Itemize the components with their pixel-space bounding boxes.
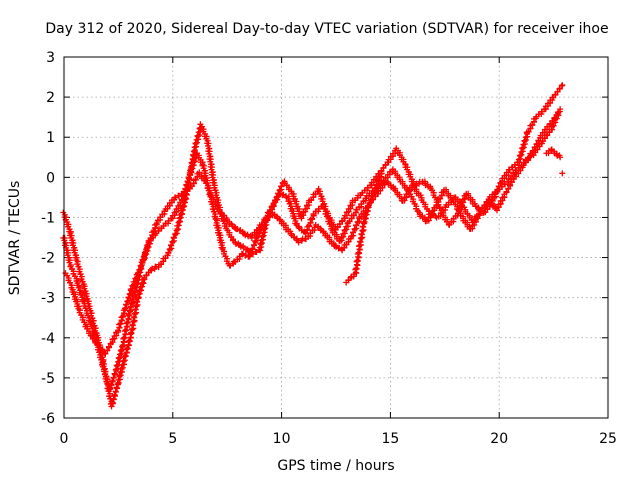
y-axis-label: SDTVAR / TECUs (7, 181, 23, 296)
data-point (122, 326, 129, 333)
y-tick-label: -4 (41, 331, 55, 347)
y-tick-label: 3 (46, 50, 55, 66)
y-tick-label: -5 (41, 371, 55, 387)
x-tick-label: 5 (168, 431, 177, 447)
data-point (355, 249, 362, 256)
y-tick-label: -1 (41, 210, 55, 226)
data-marks (60, 82, 566, 410)
series-track-c (62, 106, 564, 357)
data-point (190, 148, 197, 155)
data-point (130, 313, 137, 320)
x-tick-label: 20 (490, 431, 508, 447)
y-tick-label: 0 (46, 170, 55, 186)
data-point (365, 204, 372, 211)
data-point (121, 334, 128, 341)
data-point (357, 238, 364, 245)
data-point (353, 265, 360, 272)
series-track-b (60, 110, 561, 393)
y-tick-label: -3 (41, 291, 55, 307)
x-tick-label: 15 (381, 431, 399, 447)
x-tick-label: 0 (60, 431, 69, 447)
data-point (153, 220, 160, 227)
data-point (557, 106, 564, 113)
data-point (360, 219, 367, 226)
data-point (133, 298, 140, 305)
data-point (140, 256, 147, 263)
data-point (559, 170, 566, 177)
data-point (378, 170, 385, 177)
series-fragment-13h (343, 170, 385, 286)
data-point (128, 329, 135, 336)
data-point (370, 188, 377, 195)
data-point (354, 250, 361, 257)
data-point (358, 230, 365, 237)
x-tick-label: 25 (599, 431, 617, 447)
y-tick-label: 1 (46, 130, 55, 146)
y-tick-label: -6 (41, 411, 55, 427)
grid (64, 57, 608, 418)
y-tick-label: 2 (46, 90, 55, 106)
y-tick-labels: -6 -5 -4 -3 -2 -1 0 1 2 3 (41, 50, 55, 427)
plot-frame (63, 56, 609, 419)
x-tick-labels: 0 5 10 15 20 25 (60, 431, 617, 447)
data-point (352, 266, 359, 273)
data-point (354, 257, 361, 264)
x-axis-label: GPS time / hours (277, 458, 394, 474)
axis-ticks (63, 56, 609, 419)
data-point (429, 212, 436, 219)
series-fragment-22h (543, 146, 564, 161)
chart-title: Day 312 of 2020, Sidereal Day-to-day VTE… (45, 21, 608, 37)
data-point (114, 380, 121, 387)
data-point (359, 223, 366, 230)
series-track-a (60, 82, 566, 410)
data-point (129, 321, 136, 328)
x-tick-label: 10 (273, 431, 291, 447)
series-outlier (559, 170, 566, 177)
data-point (559, 82, 566, 89)
data-point (279, 192, 286, 199)
data-point (132, 306, 139, 313)
data-point (557, 154, 564, 161)
data-point (353, 258, 360, 265)
y-tick-label: -2 (41, 251, 55, 267)
data-point (335, 245, 342, 252)
